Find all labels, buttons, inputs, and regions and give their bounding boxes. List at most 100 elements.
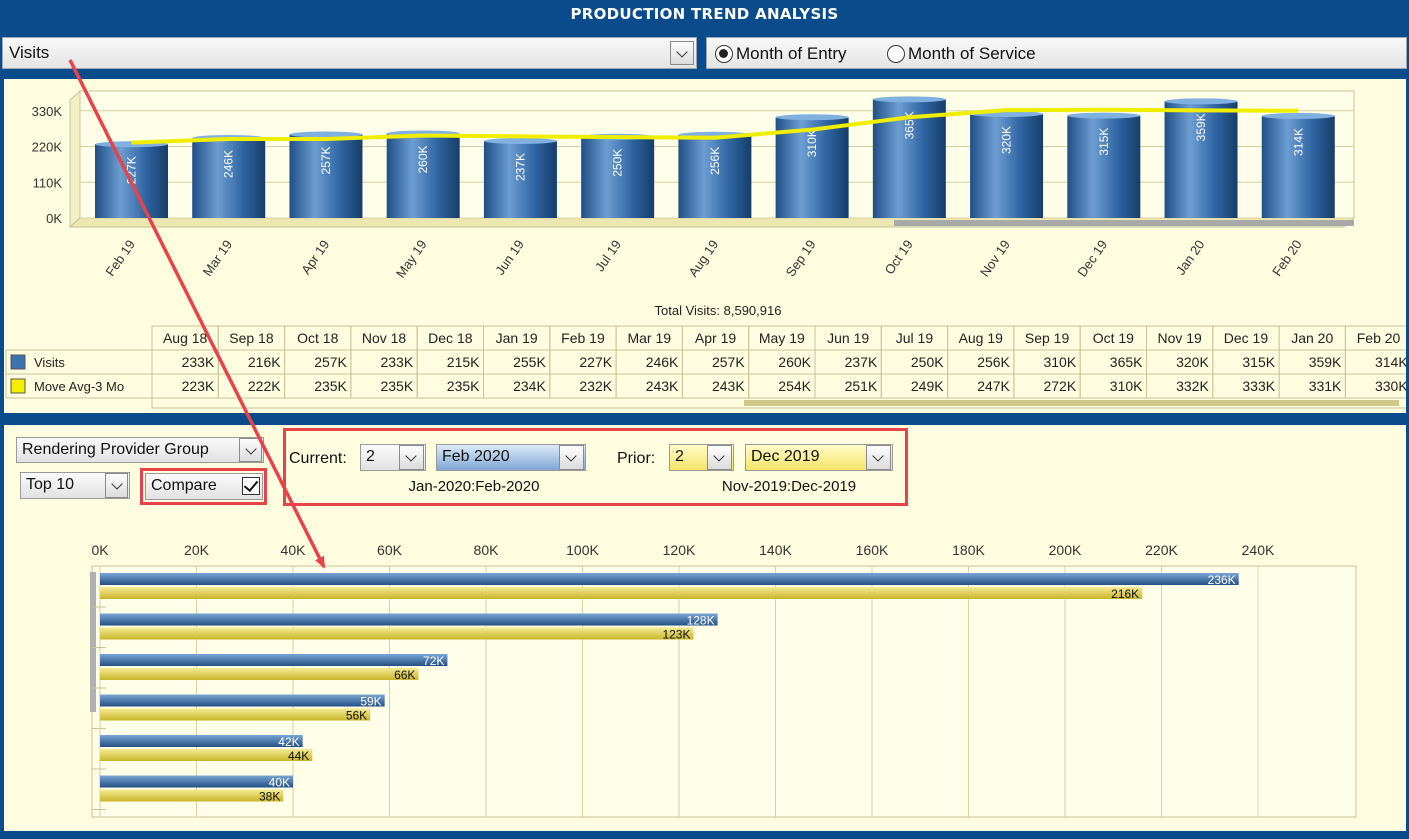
table-cell: 330K: [1375, 378, 1406, 394]
trend-bar-label: 227K: [125, 156, 139, 184]
x-tick-label: Oct 19: [882, 237, 916, 277]
x-tick-label: Jul 19: [592, 237, 624, 274]
table-cell: 254K: [778, 378, 811, 394]
y-tick-label: 110K: [33, 175, 63, 190]
current-count-select[interactable]: 2: [360, 444, 426, 471]
trend-bar: [386, 133, 460, 218]
trend-bar-label: 310K: [805, 129, 819, 157]
table-cell: 332K: [1176, 378, 1209, 394]
top-n-value: Top 10: [26, 476, 75, 493]
radio-month-of-entry[interactable]: Month of Entry: [715, 43, 847, 65]
compare-grid: 0K 20K 40K 60K 80K 100K 120K 140K 160K 180K 200K 22…: [90, 542, 1357, 818]
compare-panel: Rendering Provider Group Top 10 Compare …: [4, 425, 1406, 831]
trend-bar: [1261, 115, 1335, 218]
y-tick-label: 330K: [32, 104, 63, 119]
table-cell: 235K: [447, 378, 480, 394]
current-bar: [100, 775, 293, 788]
table-header-cell: Nov 19: [1157, 330, 1202, 346]
prior-label: Prior:: [617, 450, 656, 467]
chevron-down-icon[interactable]: [399, 445, 424, 470]
prior-count-select[interactable]: 2: [669, 444, 734, 471]
legend-swatch: [10, 378, 26, 394]
x-tick-label: Nov 19: [977, 237, 1013, 279]
table-cell: 246K: [646, 354, 679, 370]
table-cell: 251K: [845, 378, 878, 394]
table-cell: 216K: [248, 354, 281, 370]
chevron-down-icon[interactable]: [707, 445, 732, 470]
prior-month-value: Dec 2019: [751, 448, 820, 465]
current-bar: [100, 735, 303, 747]
current-bar: [100, 613, 718, 626]
table-cell: 222K: [248, 378, 281, 394]
table-cell: 260K: [778, 354, 811, 370]
trend-chart-panel: 0K 110K 220K 330K 227K 246K 257K 260K 237K 250K 2…: [4, 79, 1409, 413]
prior-bar: [100, 627, 694, 640]
current-count-value: 2: [366, 448, 375, 465]
current-bar-label: 42K: [278, 735, 299, 749]
table-cell: 257K: [712, 354, 745, 370]
table-cell: 333K: [1242, 378, 1275, 394]
table-header-cell: Jan 20: [1291, 330, 1333, 346]
table-cell: 223K: [182, 378, 215, 394]
chevron-down-icon[interactable]: [670, 41, 694, 65]
table-cell: 233K: [182, 354, 215, 370]
table-header-cell: Aug 18: [163, 330, 208, 346]
table-header-cell: Jun 19: [827, 330, 869, 346]
table-cell: 237K: [845, 354, 878, 370]
trend-bar-label: 359K: [1194, 113, 1208, 141]
radio-month-of-service[interactable]: Month of Service: [887, 43, 1036, 65]
table-cell: 310K: [1043, 354, 1076, 370]
x-tick-label: Dec 19: [1074, 237, 1110, 279]
trend-bar-top: [1067, 112, 1141, 119]
trend-bar-label: 237K: [513, 153, 527, 181]
table-header-cell: Oct 18: [297, 330, 338, 346]
x-tick-label: 200K: [1049, 542, 1082, 558]
trend-bar: [581, 136, 655, 218]
x-tick-label: Jan 20: [1173, 237, 1208, 278]
radio-label-service: Month of Service: [908, 44, 1036, 63]
trend-bar-label: 314K: [1291, 128, 1305, 156]
compare-scrollbar: [90, 572, 96, 712]
trend-bar-top: [1164, 98, 1238, 105]
trend-bar-label: 320K: [1000, 126, 1014, 154]
x-tick-label: Mar 19: [200, 237, 235, 279]
prior-bar: [100, 749, 313, 761]
trend-bar: [483, 140, 557, 218]
x-tick-label: Jun 19: [492, 237, 527, 278]
current-bar-label: 236K: [1208, 573, 1236, 587]
table-header-cell: Sep 19: [1025, 330, 1070, 346]
metric-select[interactable]: Visits: [2, 37, 697, 69]
trend-bar-top: [483, 137, 557, 144]
table-cell: 250K: [911, 354, 944, 370]
table-cell: 247K: [977, 378, 1010, 394]
table-header-cell: Jul 19: [896, 330, 934, 346]
x-tick-label: Feb 19: [102, 237, 138, 279]
table-header-cell: Feb 19: [561, 330, 605, 346]
current-month-select[interactable]: Feb 2020: [436, 444, 586, 471]
chevron-down-icon[interactable]: [559, 445, 584, 470]
table-cell: 256K: [977, 354, 1010, 370]
table-header-cell: Dec 18: [428, 330, 473, 346]
x-tick-label: Apr 19: [298, 237, 332, 277]
current-month-value: Feb 2020: [442, 448, 510, 465]
trend-line: [131, 107, 1299, 145]
x-tick-label: 20K: [184, 542, 210, 558]
page-title: PRODUCTION TREND ANALYSIS: [0, 0, 1409, 30]
y-tick-label: 0K: [46, 211, 62, 226]
table-header-cell: May 19: [759, 330, 805, 346]
trend-bar-top: [1261, 112, 1335, 119]
x-tick-label: 240K: [1242, 542, 1275, 558]
prior-bar-label: 123K: [662, 628, 690, 642]
prior-month-select[interactable]: Dec 2019: [745, 444, 893, 471]
trend-bar-label: 315K: [1097, 128, 1111, 156]
y-tick-label: 220K: [32, 140, 63, 155]
table-cell: 359K: [1309, 354, 1342, 370]
table-row-label: Move Avg-3 Mo: [34, 379, 124, 394]
x-tick-label: Feb 20: [1269, 237, 1305, 279]
table-row-label: Visits: [34, 355, 65, 370]
table-cell: 243K: [646, 378, 679, 394]
x-tick-label: 120K: [663, 542, 696, 558]
chevron-down-icon[interactable]: [866, 445, 891, 470]
x-tick-label: 100K: [566, 542, 599, 558]
total-visits-label: Total Visits: 8,590,916: [655, 303, 782, 318]
